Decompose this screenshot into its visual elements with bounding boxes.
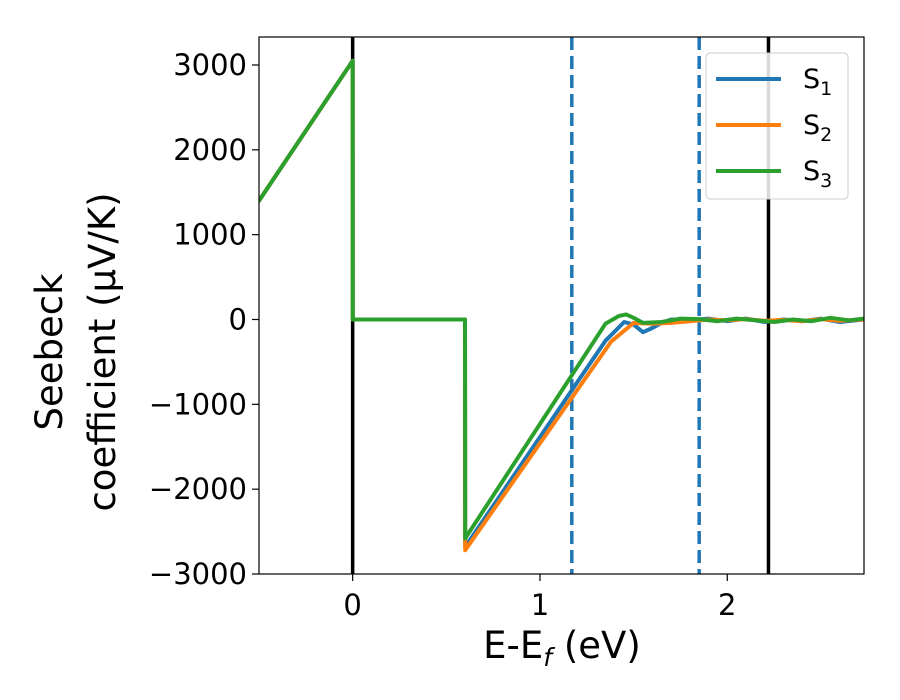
x-tick-label: 1 [531,588,549,622]
y-tick-label: −2000 [149,472,247,506]
x-axis-label: E-Ef (eV) [483,624,641,672]
series-line-s3 [259,58,864,541]
y-axis-label-line1: Seebeck [28,273,71,431]
x-tick-label: 2 [718,588,736,622]
y-axis-label: Seebeck coefficient (μV/K) [28,192,124,511]
legend-label-s1: S1 [803,64,832,100]
y-axis-label-line2: coefficient (μV/K) [81,192,124,511]
y-tick-label: −1000 [149,387,247,421]
x-axis-ticks: 0 1 2 [343,574,736,622]
legend-label-s2: S2 [803,110,832,146]
series-lines [259,58,864,553]
y-tick-label: 2000 [173,133,247,167]
y-axis-ticks: 3000 2000 1000 0 −1000 −2000 −3000 [149,48,259,591]
y-tick-label: 3000 [173,48,247,82]
y-tick-label: 1000 [173,218,247,252]
x-tick-label: 0 [343,588,361,622]
y-tick-label: −3000 [149,557,247,591]
plot-frame [258,36,865,575]
legend-label-s3: S3 [803,156,832,192]
y-tick-label: 0 [229,302,247,336]
legend: S1 S2 S3 [705,52,849,200]
